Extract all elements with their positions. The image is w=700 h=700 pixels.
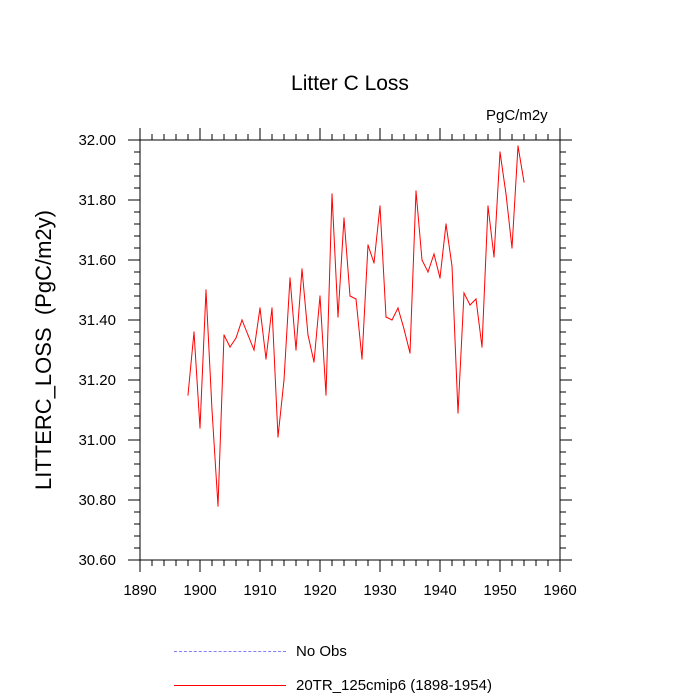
data-point [217, 505, 219, 507]
plot-frame [139, 139, 561, 561]
y-tick-label: 31.00 [78, 432, 116, 449]
y-tick-label: 31.40 [78, 312, 116, 329]
data-point [415, 190, 417, 192]
x-tick-label: 1900 [183, 582, 216, 599]
data-point [367, 244, 369, 246]
data-point [295, 349, 297, 351]
data-point [499, 151, 501, 153]
data-point [493, 256, 495, 258]
data-point [397, 307, 399, 309]
data-point [403, 328, 405, 330]
data-point [205, 289, 207, 291]
data-point [409, 352, 411, 354]
legend-dashed-line [174, 650, 286, 652]
data-point [265, 358, 267, 360]
data-point [469, 304, 471, 306]
data-point [241, 319, 243, 321]
data-point [505, 193, 507, 195]
x-tick-label: 1910 [243, 582, 276, 599]
data-point [193, 331, 195, 333]
data-point [253, 349, 255, 351]
data-point [283, 379, 285, 381]
data-point [229, 346, 231, 348]
data-point [313, 361, 315, 363]
chart-title: Litter C Loss [291, 72, 409, 95]
data-point [475, 298, 477, 300]
y-tick-label: 31.20 [78, 372, 116, 389]
x-tick-label: 1920 [303, 582, 336, 599]
legend-item-model: 20TR_125cmip6 (1898-1954) [174, 675, 492, 695]
data-point [445, 223, 447, 225]
legend-label: 20TR_125cmip6 (1898-1954) [296, 676, 492, 694]
data-point [223, 334, 225, 336]
data-point [331, 193, 333, 195]
y-tick-label: 31.80 [78, 192, 116, 209]
data-point [421, 259, 423, 261]
data-point [511, 247, 513, 249]
data-point [337, 316, 339, 318]
data-point [271, 307, 273, 309]
data-point [391, 319, 393, 321]
data-point [355, 298, 357, 300]
y-tick-label: 30.60 [78, 552, 116, 569]
data-point [523, 181, 525, 183]
x-tick-label: 1890 [123, 582, 156, 599]
data-point [301, 268, 303, 270]
data-points [187, 145, 525, 507]
data-point [211, 409, 213, 411]
data-point [457, 412, 459, 414]
data-point [517, 145, 519, 147]
data-point [187, 394, 189, 396]
y-axis-label: LITTERC_LOSS (PgC/m2y) [31, 210, 56, 490]
data-point [487, 205, 489, 207]
x-tick-label: 1940 [423, 582, 456, 599]
x-tick-label: 1950 [483, 582, 516, 599]
data-point [199, 427, 201, 429]
data-point [259, 307, 261, 309]
data-point [289, 277, 291, 279]
y-tick-label: 31.60 [78, 252, 116, 269]
legend-item-no-obs: No Obs [174, 641, 347, 661]
data-point [247, 334, 249, 336]
data-point [385, 316, 387, 318]
data-point [373, 262, 375, 264]
data-point [439, 277, 441, 279]
data-point [277, 436, 279, 438]
data-point [235, 337, 237, 339]
legend-label: No Obs [296, 642, 347, 660]
data-point [481, 346, 483, 348]
x-tick-labels: 1890 1900 1910 1920 1930 1940 1950 1960 [123, 582, 576, 599]
data-point [361, 358, 363, 360]
x-tick-label: 1930 [363, 582, 396, 599]
series-line-20TR_125cmip6 [187, 145, 525, 507]
data-point [433, 253, 435, 255]
tick-marks [128, 128, 572, 572]
y-tick-labels: 30.60 30.80 31.00 31.20 31.40 31.60 31.80 32.00 [78, 132, 116, 569]
data-point [325, 394, 327, 396]
data-point [427, 271, 429, 273]
units-label: PgC/m2y [486, 107, 548, 124]
data-point [349, 295, 351, 297]
y-tick-label: 30.80 [78, 492, 116, 509]
y-tick-label: 32.00 [78, 132, 116, 149]
data-point [343, 217, 345, 219]
legend-solid-line [174, 684, 286, 686]
data-point [463, 292, 465, 294]
data-point [319, 295, 321, 297]
data-point [379, 205, 381, 207]
data-point [451, 265, 453, 267]
x-tick-label: 1960 [543, 582, 576, 599]
data-point [307, 334, 309, 336]
